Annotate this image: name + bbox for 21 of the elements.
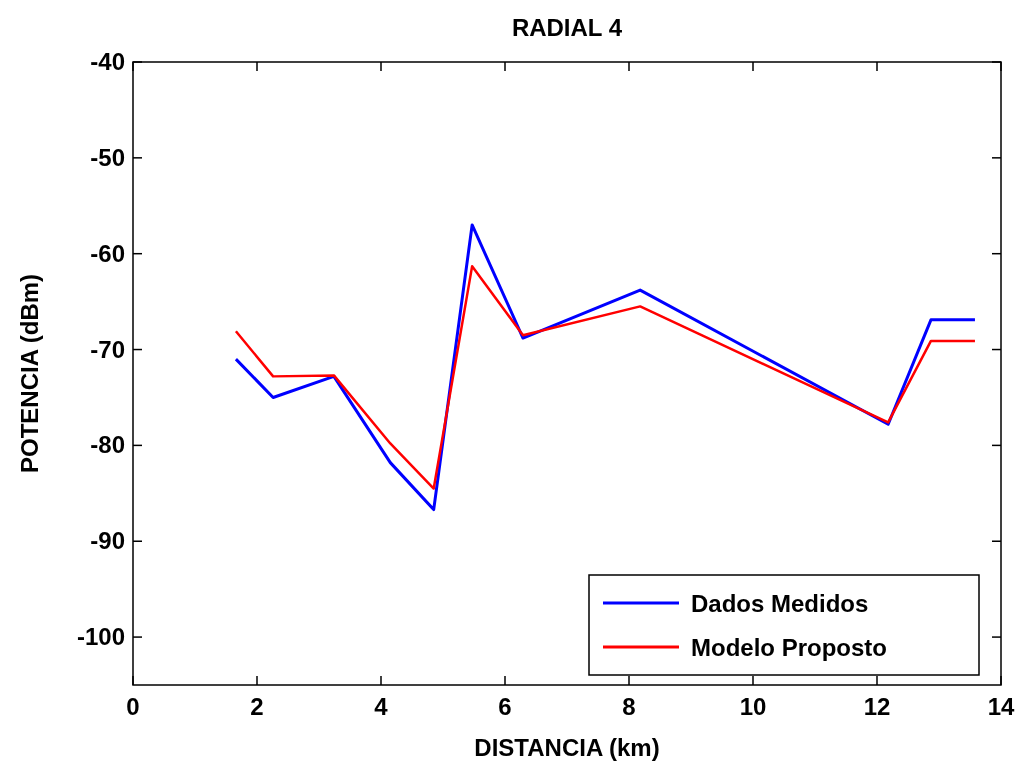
y-tick-label: -50 — [90, 143, 125, 171]
y-tick-label: -100 — [76, 623, 125, 651]
x-tick-label: 0 — [126, 693, 140, 720]
x-tick-label: 2 — [250, 693, 264, 720]
y-tick-label: -80 — [90, 431, 125, 459]
x-tick-label: 10 — [739, 693, 767, 720]
x-tick-label: 12 — [863, 693, 891, 720]
legend-label: Dados Medidos — [691, 590, 869, 617]
x-tick-label: 4 — [374, 693, 389, 720]
y-tick-label: -40 — [90, 48, 125, 75]
y-tick-label: -70 — [90, 335, 125, 363]
x-tick-label: 6 — [498, 693, 512, 720]
legend-label: Modelo Proposto — [691, 634, 887, 661]
chart-title: RADIAL 4 — [511, 14, 623, 41]
x-tick-label: 8 — [622, 693, 636, 720]
x-axis-title: DISTANCIA (km) — [474, 734, 660, 761]
y-tick-label: -90 — [90, 527, 125, 555]
y-tick-label: -60 — [90, 239, 125, 267]
line-series — [234, 264, 977, 490]
x-tick-label: 14 — [987, 693, 1015, 720]
y-axis-title: POTENCIA (dBm) — [16, 273, 43, 474]
